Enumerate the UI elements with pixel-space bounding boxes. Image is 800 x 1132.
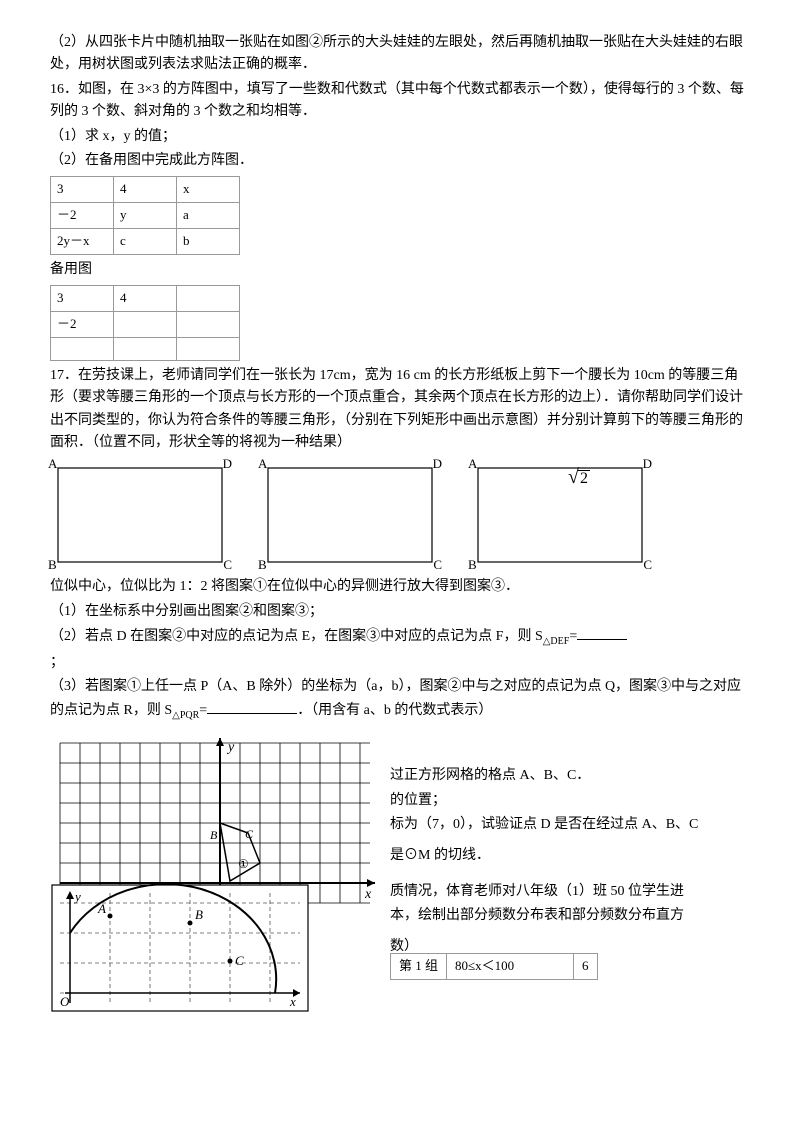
q18-line: 位似中心，位似比为 1：2 将图案①在位似中心的异侧进行放大得到图案③． [50,576,750,598]
circled-1: ① [238,857,249,871]
q16-stem: 16．如图，在 3×3 的方阵图中，填写了一些数和代数式（其中每个代数式都表示一… [50,79,750,124]
cell [177,311,240,337]
text: ．（用含有 a、b 的代数式表示） [297,703,492,718]
corner-C: C [433,555,442,576]
backup-label: 备用图 [50,259,750,281]
rect-1: A D B C [50,460,230,570]
cell: 4 [114,177,177,203]
freq-table: 第 1 组 80≤x＜100 6 [390,953,598,980]
q18-1: （1）在坐标系中分别画出图案②和图案③； [50,601,750,623]
corner-C: C [643,555,652,576]
q18-2: （2）若点 D 在图案②中对应的点记为点 E，在图案③中对应的点记为点 F，则 … [50,625,750,650]
table-16a: 3 4 x －2 y a 2y－x c b [50,176,240,254]
cell [114,337,177,360]
corner-B: B [258,555,267,576]
table-row: 第 1 组 80≤x＜100 6 [391,954,598,980]
table-row: －2 [51,311,240,337]
cell [177,286,240,312]
table-row [51,337,240,360]
label-A: A [97,901,106,916]
side-line: 过正方形网格的格点 A、B、C． [390,765,750,787]
cell [177,337,240,360]
q18-3: （3）若图案①上任一点 P（A、B 除外）的坐标为（a，b），图案②中与之对应的… [50,676,750,723]
rectangles-row: A D B C A D B C A D B C √ 2 [50,460,750,570]
side-line: 本，绘制出部分频数分布表和部分频数分布直方 [390,905,750,927]
corner-D: D [433,454,442,475]
corner-A: A [468,454,477,475]
side-line: 是⊙M 的切线． [390,845,750,867]
q17-stem: 17．在劳技课上，老师请同学们在一张长为 17cm，宽为 16 cm 的长方形纸… [50,365,750,455]
origin-O: O [60,994,70,1009]
cell: x [177,177,240,203]
sub-def: △DEF [543,636,570,647]
cell: 3 [51,286,114,312]
corner-B: B [48,555,57,576]
cell: 3 [51,177,114,203]
corner-B: B [468,555,477,576]
y-axis-label: y [73,889,81,904]
text: = [569,629,577,644]
side-line: 质情况，体育老师对八年级（1）班 50 位学生进 [390,881,750,903]
blank-def [577,625,627,640]
y-axis-label: y [226,740,235,755]
cell [51,337,114,360]
x-axis-label: x [364,887,372,902]
rect-svg [260,460,440,570]
cell: y [114,203,177,229]
table-row: －2 y a [51,203,240,229]
cell: 80≤x＜100 [447,954,574,980]
q18-2b: ； [50,652,750,674]
side-line: 的位置； [390,790,750,812]
cell: －2 [51,203,114,229]
label-C: C [235,953,244,968]
x-axis-label: x [289,994,296,1009]
sub-pqr: △PQR [172,709,199,720]
corner-D: D [223,454,232,475]
figure-area: y x C B ① A B C O x y 过正方形网格的格点 [50,733,750,1013]
label-C: C [245,827,254,841]
rect-3: A D B C √ 2 [470,460,650,570]
rect-svg [470,460,650,570]
cell: 第 1 组 [391,954,447,980]
sqrt2-label: √ 2 [568,470,590,487]
q16-1: （1）求 x，y 的值； [50,126,750,148]
cell [114,311,177,337]
cell: a [177,203,240,229]
q15-part2: （2）从四张卡片中随机抽取一张贴在如图②所示的大头娃娃的左眼处，然后再随机抽取一… [50,32,750,77]
arc-figure: A B C O x y [50,883,310,1013]
blank-pqr [207,699,297,714]
corner-A: A [48,454,57,475]
text: （2）若点 D 在图案②中对应的点记为点 E，在图案③中对应的点记为点 F，则 … [50,629,543,644]
cell: b [177,228,240,254]
rect-svg [50,460,230,570]
corner-D: D [643,454,652,475]
text: = [199,703,207,718]
corner-C: C [223,555,232,576]
table-row: 3 4 x [51,177,240,203]
table-16b: 3 4 －2 [50,285,240,361]
rect-2: A D B C [260,460,440,570]
corner-A: A [258,454,267,475]
sqrt-value: 2 [578,470,590,487]
cell: 6 [574,954,598,980]
cell: 4 [114,286,177,312]
side-texts: 过正方形网格的格点 A、B、C． 的位置； 标为（7，0），试验证点 D 是否在… [390,763,750,960]
q16-2: （2）在备用图中完成此方阵图． [50,150,750,172]
label-B: B [195,907,203,922]
side-line: 标为（7，0），试验证点 D 是否在经过点 A、B、C [390,814,750,836]
table-row: 3 4 [51,286,240,312]
cell: －2 [51,311,114,337]
document-page: （2）从四张卡片中随机抽取一张贴在如图②所示的大头娃娃的左眼处，然后再随机抽取一… [0,0,800,1043]
cell: 2y－x [51,228,114,254]
table-row: 2y－x c b [51,228,240,254]
cell: c [114,228,177,254]
label-B: B [210,828,218,842]
